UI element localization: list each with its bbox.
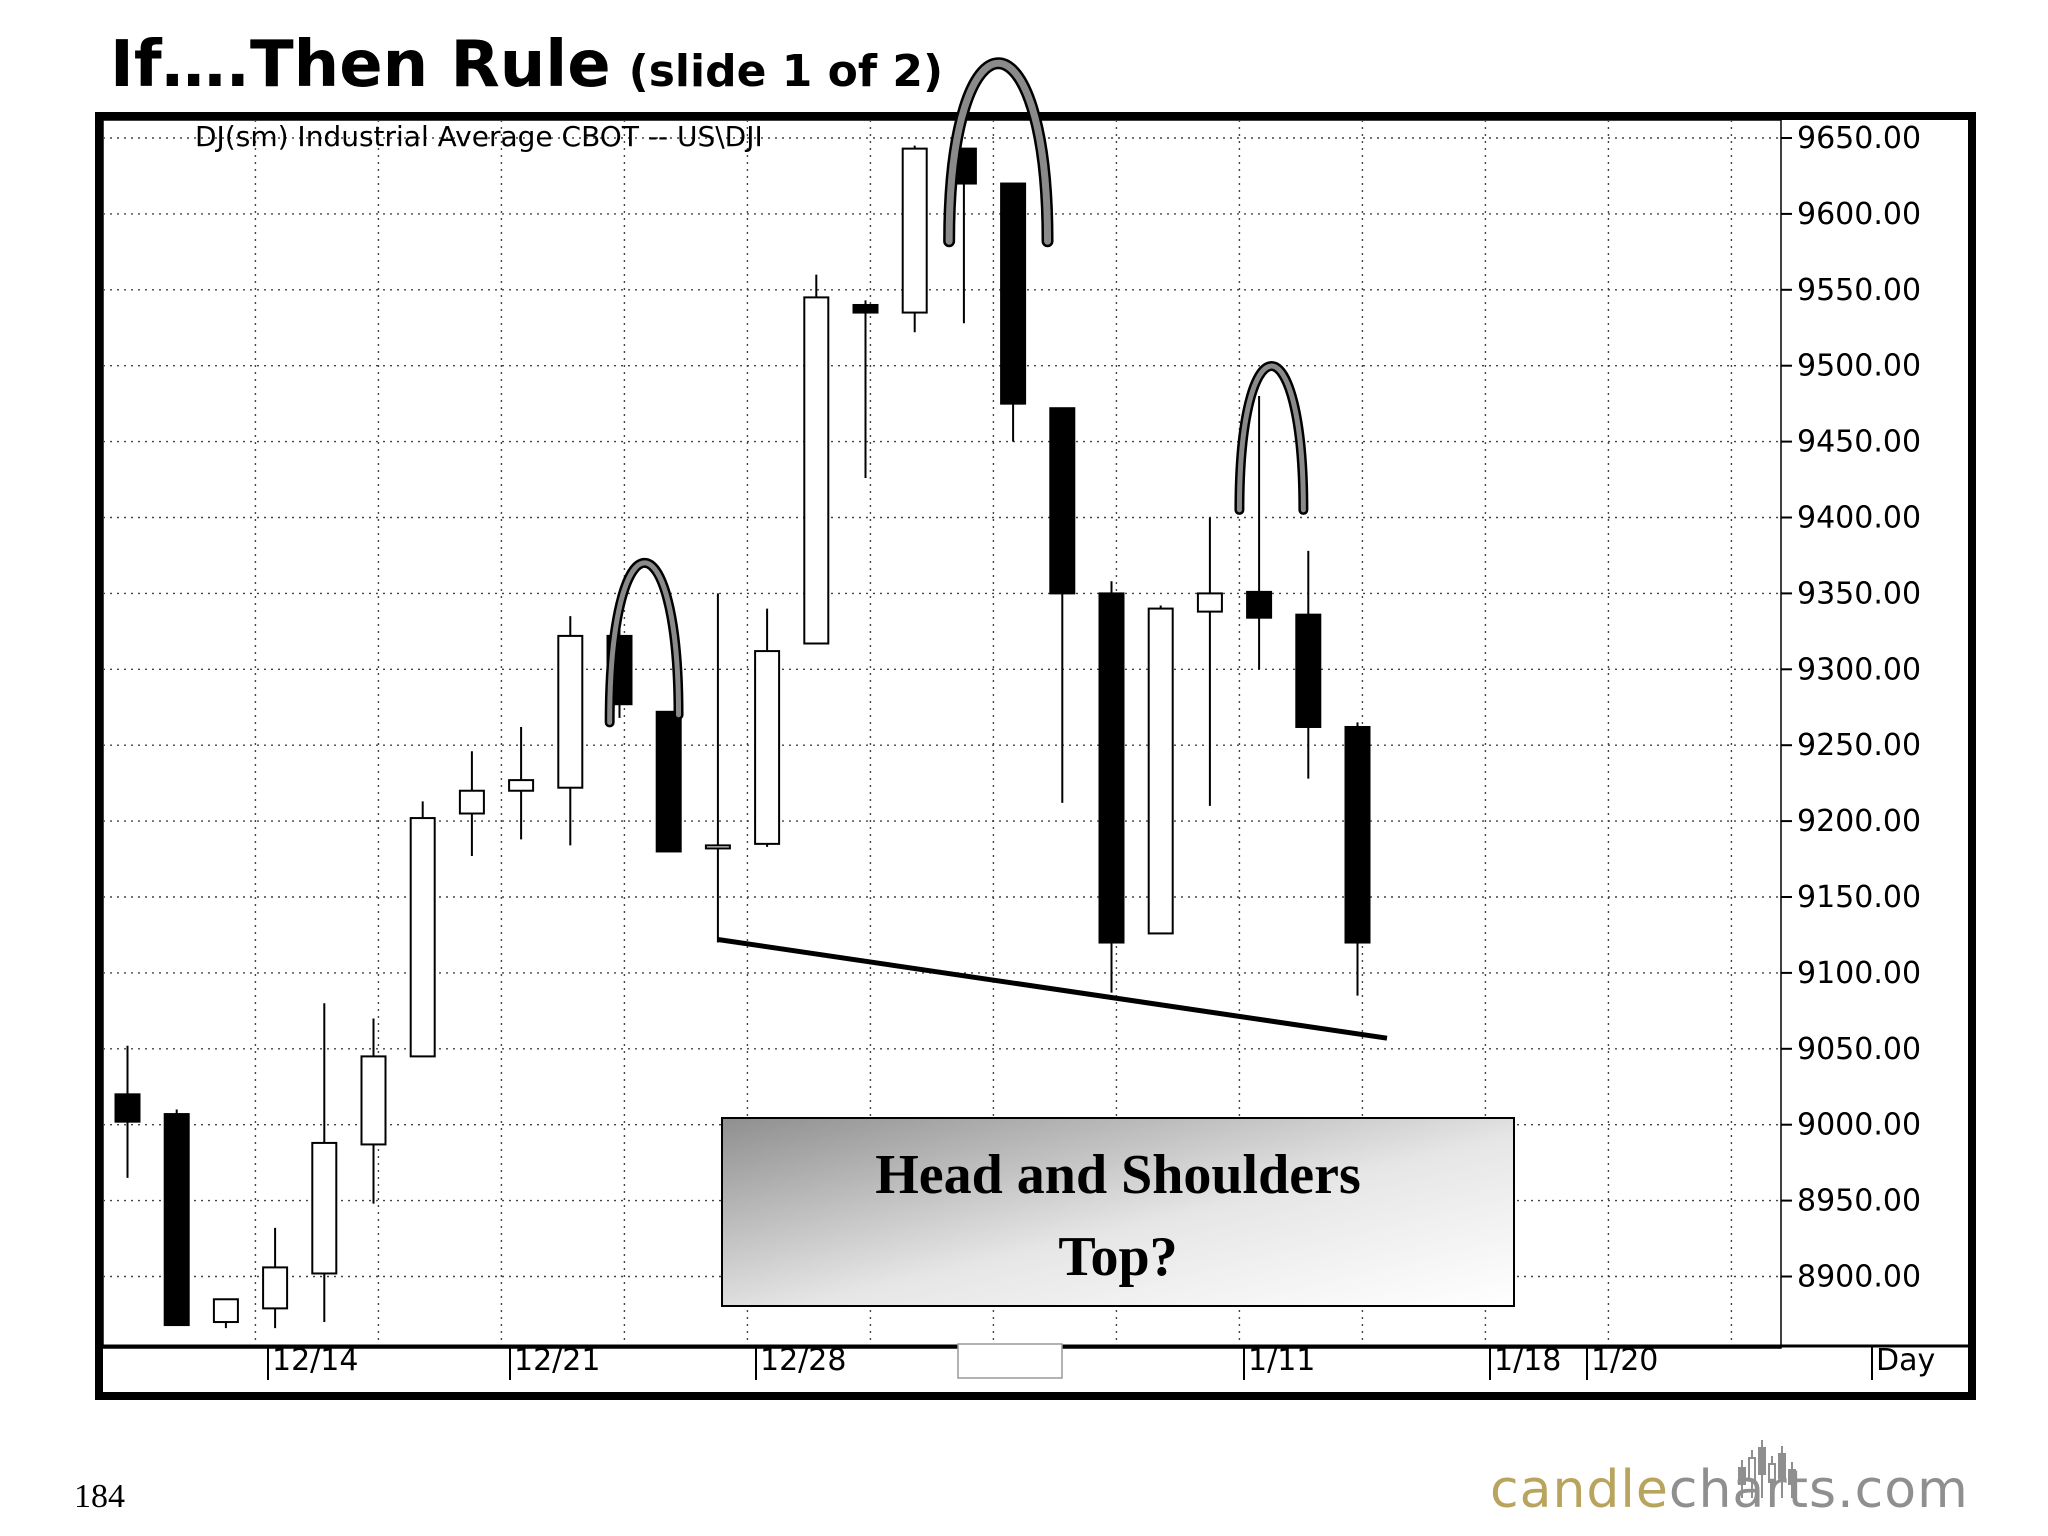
grid-lines	[103, 120, 1781, 1346]
candle-body-black	[1344, 725, 1371, 944]
page-number: 184	[74, 1478, 125, 1515]
candle	[754, 608, 781, 847]
left-shoulder-arc	[607, 560, 682, 725]
right-shoulder-arc	[1236, 363, 1306, 513]
candle-body-white	[754, 650, 781, 845]
candle	[262, 1227, 289, 1329]
y-tick-label: 9050.00	[1797, 1032, 1921, 1067]
y-tick-label: 9400.00	[1797, 501, 1921, 536]
candle-body-white	[803, 296, 830, 645]
candle-body-white	[262, 1266, 289, 1310]
x-tick-label: 12/28	[760, 1343, 846, 1378]
candle-body-white	[508, 779, 535, 792]
candle-body-black	[1049, 407, 1076, 595]
candle	[1295, 550, 1322, 779]
y-tick-label: 9450.00	[1797, 425, 1921, 460]
candle	[508, 726, 535, 840]
y-tick-label: 9500.00	[1797, 349, 1921, 384]
candle	[1049, 407, 1076, 803]
candle-body-black	[163, 1113, 190, 1327]
candle	[114, 1045, 141, 1178]
candle-body-white	[901, 147, 928, 314]
y-tick-label: 9300.00	[1797, 652, 1921, 687]
candle-body-white	[212, 1298, 239, 1324]
candle	[704, 593, 731, 943]
x-tick-label: Day	[1876, 1343, 1935, 1378]
candle	[458, 751, 485, 857]
candle	[655, 710, 682, 853]
y-tick-label: 9550.00	[1797, 273, 1921, 308]
candle	[1098, 581, 1125, 993]
candle	[212, 1298, 239, 1329]
slide-title-main: If….Then Rule	[110, 28, 611, 102]
candle-body-white	[360, 1055, 387, 1146]
candle	[311, 1003, 338, 1323]
slide-subtitle: (slide 1 of 2)	[628, 46, 944, 97]
candle-body-white	[557, 634, 584, 789]
candle-body-white	[1196, 592, 1223, 613]
slide-title: If….Then Rule (slide 1 of 2)	[110, 28, 943, 102]
x-axis-placeholder-box	[957, 1343, 1063, 1379]
annotation-line-1: Head and Shoulders	[875, 1144, 1361, 1206]
y-tick-label: 9100.00	[1797, 956, 1921, 991]
y-tick-label: 9150.00	[1797, 880, 1921, 915]
candle	[409, 801, 436, 1058]
logo-word-candle: candle	[1490, 1460, 1669, 1520]
x-axis-labels: 12/14 12/21 12/28 1/11 1/18 1/20 Day	[267, 1343, 1935, 1380]
y-tick-label: 9600.00	[1797, 197, 1921, 232]
logo-text: candlecharts.com	[1490, 1460, 1969, 1520]
x-tick-label: 12/21	[514, 1343, 600, 1378]
candle-body-black	[1295, 613, 1322, 728]
y-tick-label: 9350.00	[1797, 576, 1921, 611]
head-arc	[945, 59, 1052, 245]
candle-body-black	[114, 1093, 141, 1123]
candles	[114, 145, 1371, 1329]
annotation-box: Head and Shoulders Top?	[721, 1117, 1515, 1307]
candle-body-black	[1246, 590, 1273, 619]
candle	[901, 145, 928, 333]
candle	[163, 1109, 190, 1327]
y-tick-label: 8950.00	[1797, 1184, 1921, 1219]
candle	[803, 274, 830, 645]
y-tick-label: 9650.00	[1797, 121, 1921, 156]
candle	[1147, 605, 1174, 935]
x-tick-label: 1/11	[1248, 1343, 1315, 1378]
candle	[1000, 182, 1027, 442]
candle-body-white	[311, 1141, 338, 1275]
y-tick-label: 9200.00	[1797, 804, 1921, 839]
candle	[1196, 517, 1223, 806]
x-tick-label: 1/18	[1494, 1343, 1561, 1378]
logo-word-charts: charts.com	[1668, 1460, 1969, 1520]
candle-body-white	[704, 844, 731, 850]
candles-icon	[1738, 1440, 1796, 1498]
x-tick-label: 12/14	[272, 1343, 358, 1378]
y-tick-label: 8900.00	[1797, 1260, 1921, 1295]
candle	[360, 1018, 387, 1204]
candle	[1344, 722, 1371, 996]
neckline-trendline	[717, 937, 1388, 1041]
candle	[1246, 396, 1273, 670]
plot-area-border	[102, 119, 1782, 1349]
x-tick-label: 1/20	[1591, 1343, 1658, 1378]
candle-body-black	[852, 303, 879, 314]
candle	[557, 616, 584, 846]
candle	[852, 300, 879, 479]
candle-body-white	[1147, 607, 1174, 935]
candle-body-white	[458, 789, 485, 815]
y-axis-labels: 9650.00 9600.00 9550.00 9500.00 9450.00 9400.…	[1781, 121, 1921, 1295]
shoulder-head-arcs	[604, 57, 1309, 728]
candle-body-white	[409, 817, 436, 1058]
candlecharts-logo: candlecharts.com	[1490, 1420, 2010, 1520]
annotation-line-2: Top?	[1058, 1226, 1177, 1288]
chart-title: DJ(sm) Industrial Average CBOT -- US\DJI	[195, 120, 763, 153]
y-tick-label: 9000.00	[1797, 1108, 1921, 1143]
candle-body-black	[655, 710, 682, 853]
y-tick-label: 9250.00	[1797, 728, 1921, 763]
candle-body-black	[1098, 592, 1125, 944]
candle-body-black	[1000, 182, 1027, 405]
